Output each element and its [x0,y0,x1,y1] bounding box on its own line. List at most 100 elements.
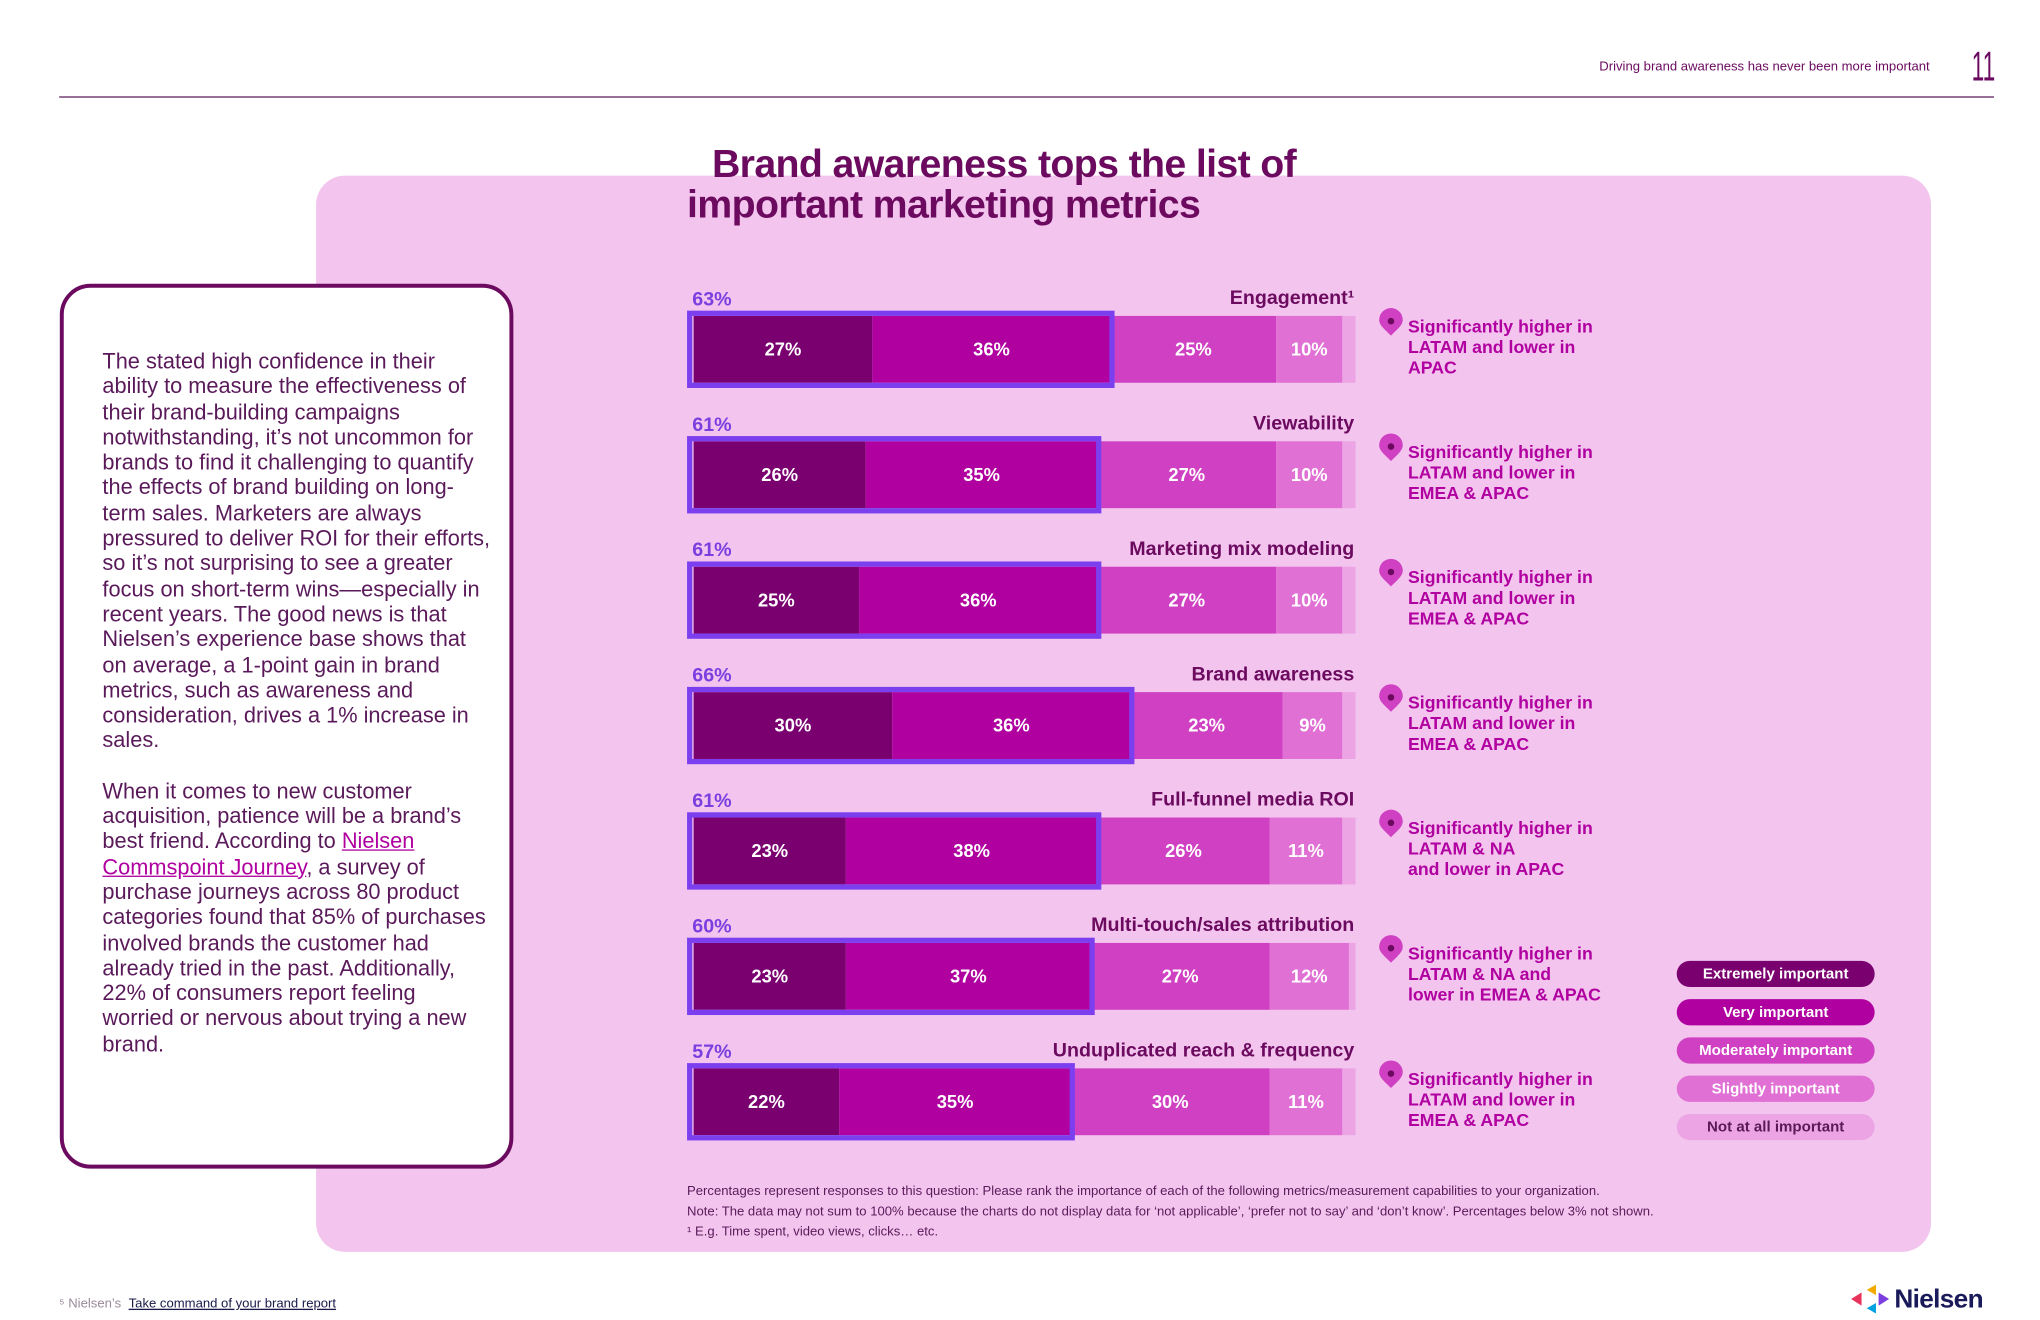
legend-label: Slightly important [1712,1080,1840,1097]
top-two-box [687,561,1102,639]
value-label: 25% [1175,338,1212,359]
note-line: LATAM and lower in [1408,462,1575,482]
top-two-box [687,686,1135,765]
bar-segment [693,692,893,759]
value-label: 22% [748,1091,785,1112]
bar-segment [1342,315,1356,383]
value-label: 25% [758,589,795,610]
category-label: Engagement¹ [1230,287,1355,309]
total-label: 63% [692,288,731,310]
footer-prefix: ⁵ Nielsen’s [59,1296,121,1311]
logo: Nielsen [1894,1283,1983,1313]
value-label: 9% [1299,715,1326,736]
pin-dot [1387,819,1395,827]
sidebar-body: The stated high confidence in their abil… [102,349,490,1057]
top-two-box [687,812,1102,890]
sidebar-text: The stated high confidence in their abil… [102,349,490,1057]
bar-segment [839,1068,1071,1136]
bar-segment [1110,315,1277,383]
category-label: Viewability [1253,412,1354,434]
bar-segment [693,441,866,509]
note-line: EMEA & APAC [1408,1110,1529,1130]
bar-segment [1269,1068,1343,1136]
total-label: 66% [692,665,731,687]
note-line: and lower in APAC [1408,859,1564,879]
category-label: Unduplicated reach & frequency [1053,1039,1355,1061]
note-line: APAC [1408,358,1457,378]
note-line: Significantly higher in [1408,818,1593,838]
paragraph: When it comes to new customer acquisitio… [102,778,490,1056]
bar-segment [1342,692,1356,759]
top-two-box [687,1063,1075,1141]
bar-segment [859,566,1098,634]
value-label: 35% [937,1091,974,1112]
top-two-box [687,937,1095,1016]
note-line: Significantly higher in [1408,442,1593,462]
pin-icon [1379,809,1403,838]
note-line: Significantly higher in [1408,943,1593,963]
pin-dot [1387,317,1395,325]
value-label: 12% [1291,966,1328,987]
pin-dot [1387,944,1395,952]
note-line: Significantly higher in [1408,567,1593,587]
pin-dot [1387,694,1395,701]
bar-segment [1130,692,1283,759]
bar-segment [1276,566,1343,634]
bar-segment [845,817,1098,885]
note-line: LATAM and lower in [1408,337,1575,357]
bar-segment [693,942,846,1010]
bar-segment [865,441,1098,509]
pin-icon [1379,433,1403,461]
pin-dot [1387,568,1395,576]
page-number: 11 [1972,43,1996,90]
footnote: ¹ E.g. Time spent, video views, clicks… … [687,1224,938,1239]
legend-label: Extremely important [1703,966,1849,983]
category-label: Brand awareness [1191,663,1354,685]
bar-segment [1090,942,1270,1010]
category-label: Marketing mix modeling [1129,538,1354,560]
link[interactable]: Nielsen Commspoint Journey [102,828,415,880]
legend-swatch [1676,960,1875,988]
value-label: 23% [1188,715,1225,736]
footer-link[interactable]: Take command of your brand report [129,1296,337,1311]
category-label: Full-funnel media ROI [1151,789,1354,811]
value-label: 10% [1291,338,1328,359]
running-title: Driving brand awareness has never been m… [1599,58,1930,73]
pin-dot [1387,1070,1395,1077]
bar-segment [1342,817,1356,885]
bar-segment [1348,942,1356,1010]
bar-segment [1097,817,1270,885]
top-two-box [687,310,1115,389]
legend-swatch [1676,1075,1875,1102]
bar-segment [1269,817,1343,885]
sidebar-box [59,283,514,1169]
bar-segment [1269,942,1349,1010]
value-label: 30% [1152,1091,1189,1112]
bar-segment [1276,315,1343,383]
bar-segment [693,1068,840,1136]
bar-segment [693,315,873,383]
bar-segment [693,566,860,634]
note-line: Significantly higher in [1408,316,1593,336]
total-label: 60% [692,915,731,937]
value-label: 26% [761,464,798,485]
value-label: 36% [993,715,1030,736]
bar-segment [892,692,1131,759]
legend-swatch [1676,1037,1875,1064]
paragraph-part: When it comes to new customer acquisitio… [102,778,462,854]
logo-icon [1851,1284,1890,1314]
bar-segment [1097,566,1277,634]
paragraph-part: , a survey of purchase journeys across 8… [102,854,486,1057]
value-label: 36% [960,589,997,610]
value-label: 36% [973,338,1010,359]
note-line: LATAM and lower in [1408,1089,1575,1109]
value-label: 23% [751,966,788,987]
note-line: LATAM & NA [1408,839,1516,859]
value-label: 10% [1291,464,1328,485]
bar-segment [1070,1068,1270,1136]
footnote: Note: The data may not sum to 100% becau… [687,1203,1654,1218]
bar-segment [1342,566,1356,634]
value-label: 30% [775,715,812,736]
value-label: 35% [963,464,1000,485]
note-line: Significantly higher in [1408,1069,1593,1089]
